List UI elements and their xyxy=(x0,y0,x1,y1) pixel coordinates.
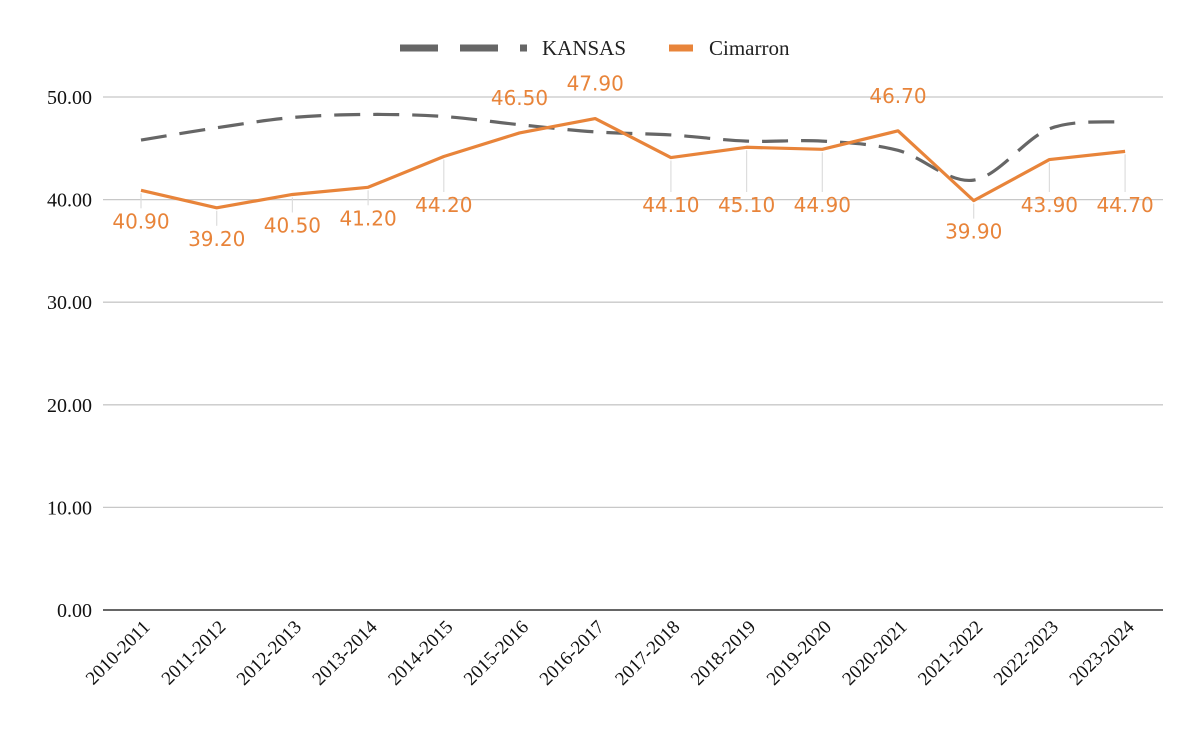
data-labels: 40.90 39.20 40.50 41.20 44.20 46.50 47.90 44.10… xyxy=(112,72,1153,251)
x-tick-label: 2011-2012 xyxy=(158,617,231,690)
y-tick-label: 50.00 xyxy=(47,87,92,109)
x-tick-label: 2023-2024 xyxy=(1066,616,1139,689)
data-label-cimarron: 44.90 xyxy=(794,193,851,217)
y-tick-label: 20.00 xyxy=(47,395,92,417)
x-axis-ticks: 2010-2011 2011-2012 2012-2013 2013-2014 2014… xyxy=(82,616,1139,689)
series-line-cimarron xyxy=(140,116,1126,210)
x-tick-label: 2015-2016 xyxy=(460,617,533,690)
data-label-leaders xyxy=(140,150,1126,226)
x-tick-label: 2018-2019 xyxy=(687,617,760,690)
series-lines xyxy=(140,112,1126,210)
data-label-cimarron: 45.10 xyxy=(718,193,775,217)
series-line-kansas xyxy=(140,112,1126,182)
legend: KANSAS Cimarron xyxy=(400,36,790,60)
data-label-cimarron: 46.50 xyxy=(491,86,548,110)
data-label-cimarron: 39.20 xyxy=(188,227,245,251)
gridlines xyxy=(103,96,1163,509)
data-label-cimarron: 47.90 xyxy=(567,72,624,96)
data-label-cimarron: 41.20 xyxy=(339,206,396,230)
data-label-cimarron: 43.90 xyxy=(1021,193,1078,217)
x-tick-label: 2021-2022 xyxy=(914,617,987,690)
data-label-cimarron: 40.50 xyxy=(264,213,321,237)
y-tick-label: 10.00 xyxy=(47,497,92,519)
x-tick-label: 2014-2015 xyxy=(384,617,457,690)
x-tick-label: 2013-2014 xyxy=(309,616,382,689)
data-label-cimarron: 46.70 xyxy=(869,84,926,108)
y-axis-ticks: 0.00 10.00 20.00 30.00 40.00 50.00 xyxy=(47,87,92,622)
y-tick-label: 40.00 xyxy=(47,190,92,212)
data-label-cimarron: 39.90 xyxy=(945,220,1002,244)
x-tick-label: 2019-2020 xyxy=(763,617,836,690)
x-tick-label: 2012-2013 xyxy=(233,617,306,690)
data-label-cimarron: 44.70 xyxy=(1096,193,1153,217)
data-label-cimarron: 40.90 xyxy=(112,209,169,233)
y-tick-label: 30.00 xyxy=(47,292,92,314)
legend-label-kansas: KANSAS xyxy=(542,36,626,60)
data-label-cimarron: 44.20 xyxy=(415,193,472,217)
x-tick-label: 2017-2018 xyxy=(611,617,684,690)
legend-label-cimarron: Cimarron xyxy=(709,36,790,60)
x-tick-label: 2010-2011 xyxy=(82,617,155,690)
x-tick-label: 2016-2017 xyxy=(536,617,609,690)
x-tick-label: 2022-2023 xyxy=(990,617,1063,690)
data-label-cimarron: 44.10 xyxy=(642,193,699,217)
y-tick-label: 0.00 xyxy=(57,600,92,622)
x-tick-label: 2020-2021 xyxy=(838,617,911,690)
